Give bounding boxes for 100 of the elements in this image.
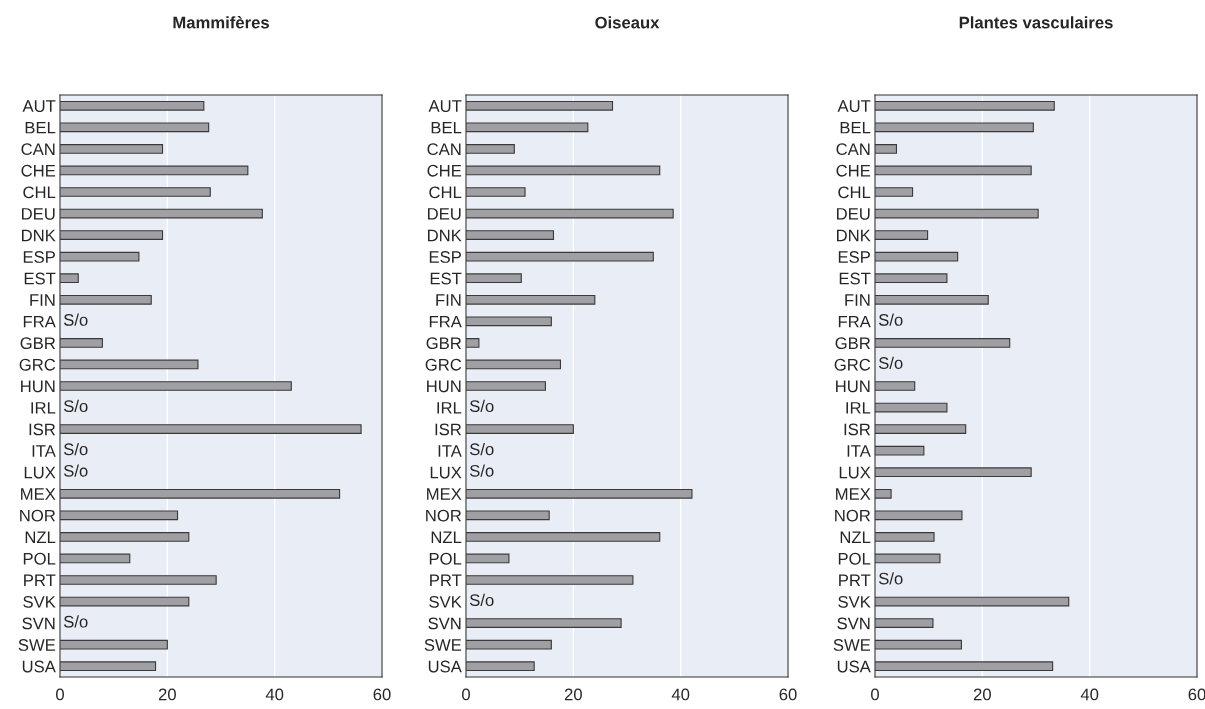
y-tick-label: ISR [435,423,462,436]
y-tick-label: BEL [431,121,462,134]
y-tick-label: POL [838,552,871,565]
y-tick-label: PRT [839,574,871,587]
y-tick-label: PRT [24,574,56,587]
y-tick-label: SWE [424,639,462,651]
x-tick-label: 40 [1080,688,1099,701]
y-tick-label: FIN [30,294,55,306]
y-tick-label: HUN [21,380,55,393]
x-tick-label: 60 [1188,688,1205,701]
y-tick-label: ITA [32,445,56,457]
y-tick-label: SVN [22,617,55,630]
text: S/o [63,442,88,456]
x-tick-label: 20 [564,688,582,701]
y-tick-label: POL [23,552,56,565]
y-tick-label: GRC [19,358,56,371]
y-tick-label: LUX [430,466,462,479]
text: S/o [878,356,903,369]
y-tick-label: CHE [427,164,462,177]
y-tick-label: AUT [22,100,56,112]
y-tick-label: IRL [437,402,462,414]
y-tick-label: USA [22,660,56,673]
x-tick-label: 60 [373,688,391,701]
y-tick-label: DEU [837,208,870,220]
y-tick-label: MEX [21,488,56,500]
y-tick-label: DEU [22,208,55,220]
chart-title: Oiseaux [595,16,660,29]
y-tick-label: USA [428,660,462,673]
y-tick-label: ITA [847,445,871,457]
y-tick-label: NOR [426,509,462,522]
y-tick-label: FRA [23,315,56,328]
y-tick-label: CHE [21,164,56,177]
text: S/o [469,399,494,413]
y-tick-label: NOR [20,509,56,522]
y-tick-label: EST [430,272,462,285]
y-tick-label: FRA [429,315,462,328]
y-tick-label: SVK [429,595,462,608]
y-tick-label: LUX [839,466,871,479]
y-tick-label: AUT [428,100,462,112]
y-tick-label: SWE [833,639,871,651]
y-tick-label: IRL [846,402,871,414]
y-tick-label: ITA [438,445,462,457]
y-tick-label: EST [24,272,56,285]
y-tick-label: CHE [836,164,871,177]
y-tick-label: ESP [838,251,870,263]
y-tick-label: CHL [838,186,871,199]
text: S/o [63,399,88,413]
text: S/o [878,572,903,585]
text: S/o [63,615,88,628]
y-tick-label: CAN [427,143,461,156]
x-tick-label: 40 [671,688,690,701]
y-tick-label: SVK [838,595,871,608]
x-tick-label: 20 [158,688,176,701]
y-tick-label: NZL [25,531,56,543]
y-tick-label: HUN [427,380,461,393]
text: S/o [63,313,88,326]
y-tick-label: IRL [31,402,56,414]
y-tick-label: SVN [428,617,461,630]
y-tick-label: GBR [426,337,462,350]
x-tick-label: 0 [462,688,470,701]
y-tick-label: FRA [838,315,871,328]
text: S/o [469,464,494,477]
y-tick-label: DNK [428,229,462,242]
y-tick-label: FIN [436,294,461,306]
y-tick-label: SVN [837,617,870,630]
y-tick-label: CAN [836,143,870,156]
y-tick-label: NZL [431,531,462,543]
y-tick-label: SWE [18,639,56,651]
x-tick-label: 20 [973,688,991,701]
y-tick-label: MEX [427,488,462,500]
x-tick-label: 0 [56,688,64,701]
y-tick-label: PRT [430,574,462,587]
text: S/o [469,442,494,456]
y-tick-label: NZL [840,531,871,543]
y-tick-label: LUX [24,466,56,479]
x-tick-label: 0 [871,688,879,701]
chart-title: Mammifères [173,16,269,29]
x-tick-label: 60 [779,688,797,701]
y-tick-label: DEU [428,208,461,220]
y-tick-label: DNK [837,229,871,242]
y-tick-label: NOR [835,509,871,522]
y-tick-label: GBR [20,337,56,350]
y-tick-label: CHL [429,186,462,199]
x-tick-label: 40 [265,688,284,701]
text: S/o [63,464,88,477]
y-tick-label: SVK [23,595,56,608]
y-tick-label: EST [839,272,871,285]
y-tick-label: ESP [429,251,461,263]
y-tick-label: GBR [835,337,871,350]
chart-title: Plantes vasculaires [959,16,1113,29]
text: S/o [878,313,903,326]
y-tick-label: BEL [25,121,56,134]
y-tick-label: CAN [21,143,55,156]
y-tick-label: HUN [836,380,870,393]
text: S/o [469,593,494,607]
y-tick-label: GRC [425,358,462,371]
y-tick-label: ESP [23,251,55,263]
y-tick-label: GRC [834,358,871,371]
y-tick-label: ISR [29,423,56,436]
y-tick-label: FIN [845,294,870,306]
